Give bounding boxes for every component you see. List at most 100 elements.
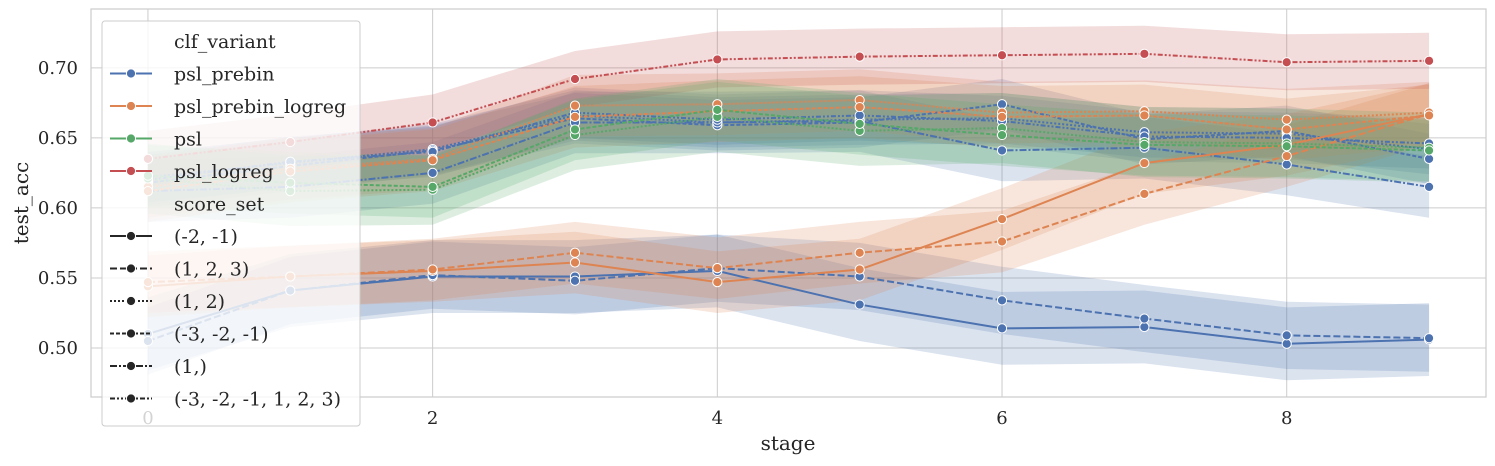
data-point [996,323,1008,334]
data-point [1139,139,1150,150]
data-point [712,104,723,115]
legend-marker [125,133,137,144]
legend-marker [125,328,137,339]
y-tick-label: 0.70 [38,58,78,79]
confidence-band [147,76,1430,222]
confidence-band [147,25,1430,187]
data-point [569,124,581,135]
data-point [1139,188,1150,199]
x-tick-label: 2 [427,408,438,429]
data-point [854,299,865,310]
legend-title-score-set: score_set [174,194,265,216]
data-point [996,50,1008,61]
confidence-band [147,81,1430,227]
legend-entry-label: psl_logreg [174,161,274,183]
legend-entry-label: (-3, -2, -1, 1, 2, 3) [174,389,341,411]
series-lines [147,52,1430,345]
legend-entry-label: psl [174,129,202,151]
legend-entry-label: psl_prebin [174,64,274,86]
data-point [996,214,1008,225]
legend-marker [125,230,137,242]
data-point [996,236,1008,247]
data-point [569,73,581,85]
series-line [147,111,1430,181]
legend-entry-label: psl_prebin_logreg [174,96,346,118]
legend-title-clf-variant: clf_variant [174,31,276,53]
data-point [569,111,581,122]
data-point [1281,141,1292,152]
confidence-band [147,69,1430,218]
data-point [1281,57,1292,68]
y-tick-label: 0.55 [38,268,78,289]
x-tick-label: 8 [1281,408,1292,429]
confidence-band [147,90,1430,203]
series-line [147,108,1430,188]
legend-entry-label: (1,) [174,356,207,378]
data-point [996,111,1008,122]
data-point [854,101,865,113]
legend-entry-label: (-2, -1) [174,226,238,248]
data-point [1139,110,1150,121]
legend-marker [125,393,137,404]
confidence-band [147,234,1430,381]
confidence-band [147,83,1430,313]
confidence-band [147,90,1430,222]
legend-marker [125,295,137,307]
data-point [1281,159,1292,170]
legend-marker [125,360,137,372]
y-axis-label: test_acc [9,162,33,245]
confidence-bands [147,25,1430,381]
data-point [854,118,865,129]
x-tick-label: 6 [996,408,1007,429]
data-point [569,247,581,258]
y-tick-label: 0.65 [38,128,78,149]
data-point [427,117,438,128]
series-line [147,106,1430,193]
data-point [996,295,1008,306]
confidence-band [147,87,1430,206]
confidence-band [147,83,1430,318]
series-line [147,120,1430,193]
data-point [427,181,438,192]
data-point [854,264,865,275]
data-point [1281,338,1292,349]
data-point [427,167,438,178]
data-point [1139,48,1150,59]
data-point [427,264,438,275]
legend-marker [125,165,137,177]
data-point [996,129,1008,141]
legend-marker [125,68,137,79]
data-point [1423,55,1435,66]
legend-entry-label: (1, 2, 3) [174,259,249,281]
data-point [1281,124,1292,135]
x-axis-label: stage [761,431,816,455]
data-point [1423,145,1435,156]
data-point [996,145,1008,156]
legend-box [101,20,361,427]
data-point [712,277,723,288]
data-point [1423,110,1435,121]
data-point [569,257,581,268]
series-line [147,113,1430,284]
series-line [147,267,1430,342]
data-point [569,100,581,111]
data-point [1139,313,1150,324]
data-point [996,99,1008,110]
data-point [854,51,865,62]
series-line [147,52,1430,160]
data-point [712,54,723,65]
legend-entry-label: (-3, -2, -1) [174,324,269,346]
data-point [1281,150,1292,162]
y-tick-label: 0.50 [38,338,78,359]
series-points [142,48,1435,349]
data-point [1139,157,1150,169]
x-tick-label: 4 [712,408,723,429]
data-point [427,155,438,166]
data-point [1423,153,1435,164]
legend-marker [125,100,137,112]
data-point [854,110,865,121]
series-line [147,114,1430,179]
series-line [147,115,1430,193]
data-point [1423,333,1435,344]
